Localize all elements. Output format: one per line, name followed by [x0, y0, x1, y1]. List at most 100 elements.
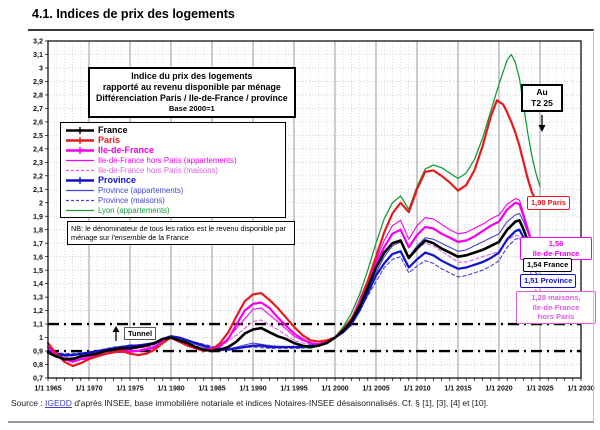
end-value-idf: 1,56 Ile-de-France	[520, 237, 592, 260]
y-tick-label: 0,8	[33, 360, 43, 369]
legend-sample-prov-mais-icon	[66, 199, 94, 201]
x-tick-label: 1/1 1980	[157, 386, 184, 393]
legend-item-idf-hp-app: Ile-de-France hors Paris (appartements)	[65, 155, 281, 165]
end-value-idf-maisons: 1,28 maisons, Ile-de-France hors Paris	[516, 291, 596, 324]
source-line: Source : IGEDD d'après INSEE, base immob…	[11, 398, 488, 408]
page-title: 4.1. Indices de prix des logements	[32, 7, 235, 21]
x-tick-label: 1/1 2005	[362, 386, 389, 393]
y-tick-label: 1,7	[33, 239, 43, 248]
legend-label-prov-mais: Province (maisons)	[98, 195, 165, 205]
series-prov-mais	[47, 237, 545, 355]
legend-label-lyon: Lyon (appartements)	[98, 205, 170, 215]
legend-item-france: France	[65, 125, 281, 135]
legend-label-france: France	[98, 125, 128, 135]
legend-label-idf-hp-mais: Ile-de-France hors Paris (maisons)	[98, 165, 219, 175]
title-rule	[28, 29, 594, 31]
legend-item-paris: Paris	[65, 135, 281, 145]
legend-label-paris: Paris	[98, 135, 121, 145]
legend-list: France Paris Ile-de-France Ile-de-France ho…	[65, 125, 281, 215]
x-tick-label: 1/1 1985	[198, 386, 225, 393]
legend-label-prov-app: Province (appartements)	[98, 185, 184, 195]
y-tick-label: 1,3	[33, 293, 43, 302]
legend-label-province: Province	[98, 175, 137, 185]
legend-sample-idf-hp-mais-icon	[66, 169, 94, 171]
legend-sample-province-icon	[66, 176, 94, 184]
chart-title-base: Base 2000=1	[168, 104, 215, 113]
legend-sample-france-icon	[66, 126, 94, 134]
y-tick-label: 1,2	[33, 306, 43, 315]
series-paris	[46, 99, 546, 367]
legend-item-prov-app: Province (appartements)	[65, 185, 281, 195]
asof-label: Au T2 25	[521, 84, 563, 112]
y-tick-label: 3,2	[33, 37, 43, 46]
y-tick-label: 1	[39, 333, 43, 342]
x-tick-label: 1/1 2020	[485, 386, 512, 393]
chart-title-line: rapporté au revenu disponible par ménage	[102, 82, 281, 92]
y-tick-label: 2,4	[33, 144, 43, 153]
frame-right-border	[593, 30, 594, 421]
y-tick-label: 1,8	[33, 225, 43, 234]
asof-down-arrow-icon	[538, 115, 546, 132]
source-link-igedd[interactable]: IGEDD	[45, 398, 72, 408]
y-tick-label: 2,7	[33, 104, 43, 113]
end-value-province: 1,51 Province	[520, 274, 577, 288]
nb-note-text: NB: le dénominateur de tous les ratios e…	[71, 224, 286, 242]
y-tick-label: 1,6	[33, 252, 43, 261]
end-value-france: 1,54 France	[523, 258, 573, 272]
source-suffix: d'après INSEE, base immobilière notarial…	[71, 398, 489, 408]
series-france	[46, 219, 546, 361]
source-prefix: Source :	[11, 398, 46, 408]
legend-item-idf-hp-mais: Ile-de-France hors Paris (maisons)	[65, 165, 281, 175]
legend-sample-prov-app-icon	[66, 189, 94, 191]
y-tick-label: 2,3	[33, 158, 43, 167]
legend-label-idf-hp-app: Ile-de-France hors Paris (appartements)	[98, 155, 237, 165]
nb-note-italic: l'ensemble	[111, 233, 147, 242]
x-tick-label: 1/1 2015	[444, 386, 471, 393]
tunnel-label: Tunnel	[124, 327, 157, 340]
x-tick-label: 1/1 2030	[567, 386, 594, 393]
legend-sample-idf-icon	[66, 146, 94, 154]
y-tick-label: 3	[39, 64, 43, 73]
bottom-rule	[8, 421, 594, 423]
y-tick-label: 1,5	[33, 266, 43, 275]
x-tick-label: 1/1 2025	[526, 386, 553, 393]
x-tick-label: 1/1 1965	[34, 386, 61, 393]
y-tick-label: 1,1	[33, 320, 43, 329]
y-tick-label: 2,6	[33, 117, 43, 126]
y-tick-label: 2,8	[33, 91, 43, 100]
chart-title-box: Indice du prix des logements rapporté au…	[88, 67, 296, 118]
x-tick-label: 1/1 2000	[321, 386, 348, 393]
x-tick-label: 1/1 2010	[403, 386, 430, 393]
y-tick-label: 2,2	[33, 171, 43, 180]
end-value-paris: 1,98 Paris	[527, 196, 571, 210]
x-tick-label: 1/1 1995	[280, 386, 307, 393]
y-tick-label: 2	[39, 198, 43, 207]
tunnel-up-arrow-icon	[112, 326, 120, 341]
legend-sample-idf-hp-app-icon	[66, 159, 94, 161]
y-tick-label: 1,9	[33, 212, 43, 221]
chart-title-line: Différenciation Paris / Ile-de-France / …	[96, 93, 288, 103]
y-tick-label: 2,5	[33, 131, 43, 140]
legend-item-province: Province	[65, 175, 281, 185]
y-tick-label: 1,4	[33, 279, 43, 288]
legend-item-prov-mais: Province (maisons)	[65, 195, 281, 205]
chart-title-line: Indice du prix des logements	[131, 71, 253, 81]
series-lyon	[301, 53, 541, 349]
nb-note: NB: le dénominateur de tous les ratios e…	[67, 221, 295, 245]
x-tick-label: 1/1 1990	[239, 386, 266, 393]
legend-sample-paris-icon	[66, 136, 94, 144]
legend-sample-lyon-icon	[66, 209, 94, 211]
legend: France Paris Ile-de-France Ile-de-France ho…	[60, 122, 286, 218]
y-tick-label: 2,9	[33, 77, 43, 86]
x-tick-label: 1/1 1970	[75, 386, 102, 393]
plot-border	[47, 40, 582, 379]
y-tick-label: 0,7	[33, 374, 43, 383]
nb-note-text: de la France	[146, 233, 189, 242]
y-tick-label: 3,1	[33, 50, 43, 59]
y-tick-label: 2,1	[33, 185, 43, 194]
legend-item-lyon: Lyon (appartements)	[65, 205, 281, 215]
legend-label-idf: Ile-de-France	[98, 145, 155, 155]
legend-item-idf: Ile-de-France	[65, 145, 281, 155]
x-tick-label: 1/1 1975	[116, 386, 143, 393]
